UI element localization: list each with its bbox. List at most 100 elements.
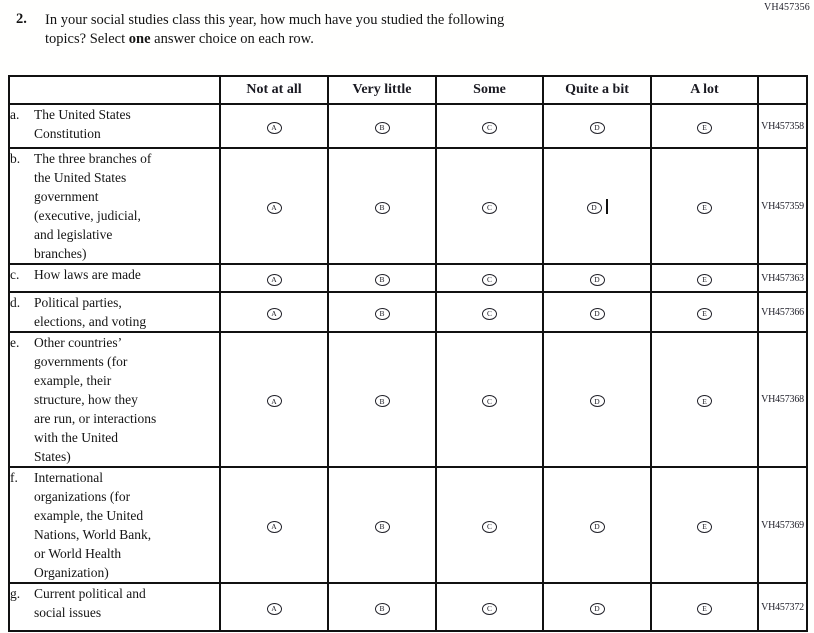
option-cell-e[interactable]: E [650,263,759,293]
header-corner-cell [8,75,221,105]
option-cell-c[interactable]: C [435,582,544,632]
row-letter: g. [10,586,21,601]
topic-cell: a. The United States Constitution [8,103,221,149]
option-bubble-d[interactable]: D [586,201,602,214]
option-cell-a[interactable]: A [219,103,329,149]
row-accession-code: VH457359 [757,147,808,265]
header-very-little: Very little [327,75,437,105]
topic-cell: e. Other countries’ governments (for exa… [8,331,221,468]
header-row: Not at all Very little Some Quite a bit … [8,75,808,105]
option-cell-d[interactable]: D [542,466,652,584]
option-cell-b[interactable]: B [327,263,437,293]
option-cell-d[interactable]: D [542,263,652,293]
option-cell-b[interactable]: B [327,103,437,149]
option-bubble-a[interactable]: A [266,602,282,615]
option-cell-b[interactable]: B [327,582,437,632]
option-bubble-a[interactable]: A [266,273,282,286]
option-cell-b[interactable]: B [327,147,437,265]
option-cell-a[interactable]: A [219,263,329,293]
option-bubble-d[interactable]: D [589,520,605,533]
option-bubble-e[interactable]: E [697,273,712,286]
question-text-part1: In your social studies class this year, … [45,12,505,47]
option-bubble-b[interactable]: B [374,121,390,134]
option-cell-d[interactable]: D [542,331,652,468]
option-cell-c[interactable]: C [435,331,544,468]
option-bubble-c[interactable]: C [482,307,497,320]
answer-grid: Not at all Very little Some Quite a bit … [8,75,808,632]
option-bubble-a[interactable]: A [266,307,282,320]
option-cell-a[interactable]: A [219,291,329,333]
topic-cell: c. How laws are made [8,263,221,293]
option-cell-c[interactable]: C [435,466,544,584]
row-letter: c. [10,267,20,282]
option-bubble-d[interactable]: D [589,602,605,615]
option-bubble-b[interactable]: B [374,307,390,320]
option-cell-a[interactable]: A [219,582,329,632]
option-bubble-c[interactable]: C [482,201,497,214]
option-cell-a[interactable]: A [219,466,329,584]
option-bubble-b[interactable]: B [374,602,390,615]
option-bubble-b[interactable]: B [374,395,390,408]
table-row-g: g. Current political and social issues A… [8,582,808,632]
option-bubble-e[interactable]: E [697,201,712,214]
option-bubble-c[interactable]: C [482,602,497,615]
option-bubble-e[interactable]: E [697,307,712,320]
option-cell-d[interactable]: D [542,103,652,149]
question-block: 2. In your social studies class this yea… [16,11,725,49]
option-bubble-c[interactable]: C [482,395,497,408]
option-cell-c[interactable]: C [435,291,544,333]
option-cell-e[interactable]: E [650,466,759,584]
topic-cell: f. International organizations (for exam… [8,466,221,584]
header-some: Some [435,75,544,105]
option-cell-e[interactable]: E [650,331,759,468]
question-number: 2. [16,11,27,27]
row-topic-label: International organizations (for example… [34,470,152,580]
option-cell-b[interactable]: B [327,291,437,333]
row-topic-label: The United States Constitution [34,107,131,141]
option-bubble-a[interactable]: A [266,520,282,533]
row-letter: e. [10,335,20,350]
question-text: In your social studies class this year, … [45,11,725,49]
option-bubble-d[interactable]: D [589,307,605,320]
row-topic-label: Political parties, elections, and voting [34,295,147,329]
row-topic-label: How laws are made [34,267,141,282]
option-bubble-e[interactable]: E [697,602,712,615]
option-cell-d[interactable]: D [542,291,652,333]
option-bubble-d[interactable]: D [589,121,605,134]
option-bubble-c[interactable]: C [482,121,497,134]
option-cell-e[interactable]: E [650,291,759,333]
option-bubble-e[interactable]: E [697,520,712,533]
option-bubble-a[interactable]: A [266,121,282,134]
option-bubble-d[interactable]: D [589,273,605,286]
option-cell-c[interactable]: C [435,147,544,265]
option-bubble-b[interactable]: B [374,273,390,286]
option-bubble-c[interactable]: C [482,273,497,286]
option-cell-d[interactable]: D [542,147,652,265]
option-bubble-d[interactable]: D [589,395,605,408]
option-bubble-a[interactable]: A [266,395,282,408]
row-letter: b. [10,151,21,166]
option-cell-b[interactable]: B [327,466,437,584]
header-a-lot: A lot [650,75,759,105]
option-cell-c[interactable]: C [435,103,544,149]
option-cell-a[interactable]: A [219,331,329,468]
option-bubble-b[interactable]: B [374,201,390,214]
option-bubble-a[interactable]: A [266,201,282,214]
topic-cell: g. Current political and social issues [8,582,221,632]
page-accession-code: VH457356 [763,2,810,13]
option-cell-c[interactable]: C [435,263,544,293]
option-cell-a[interactable]: A [219,147,329,265]
option-cell-e[interactable]: E [650,147,759,265]
table-row-c: c. How laws are made A B C D E VH457363 [8,263,808,293]
option-cell-d[interactable]: D [542,582,652,632]
option-cell-e[interactable]: E [650,103,759,149]
option-bubble-e[interactable]: E [697,395,712,408]
option-bubble-b[interactable]: B [374,520,390,533]
option-bubble-c[interactable]: C [482,520,497,533]
option-bubble-e[interactable]: E [697,121,712,134]
option-cell-e[interactable]: E [650,582,759,632]
topic-cell: d. Political parties, elections, and vot… [8,291,221,333]
question-bold-word: one [128,31,151,47]
option-cell-b[interactable]: B [327,331,437,468]
